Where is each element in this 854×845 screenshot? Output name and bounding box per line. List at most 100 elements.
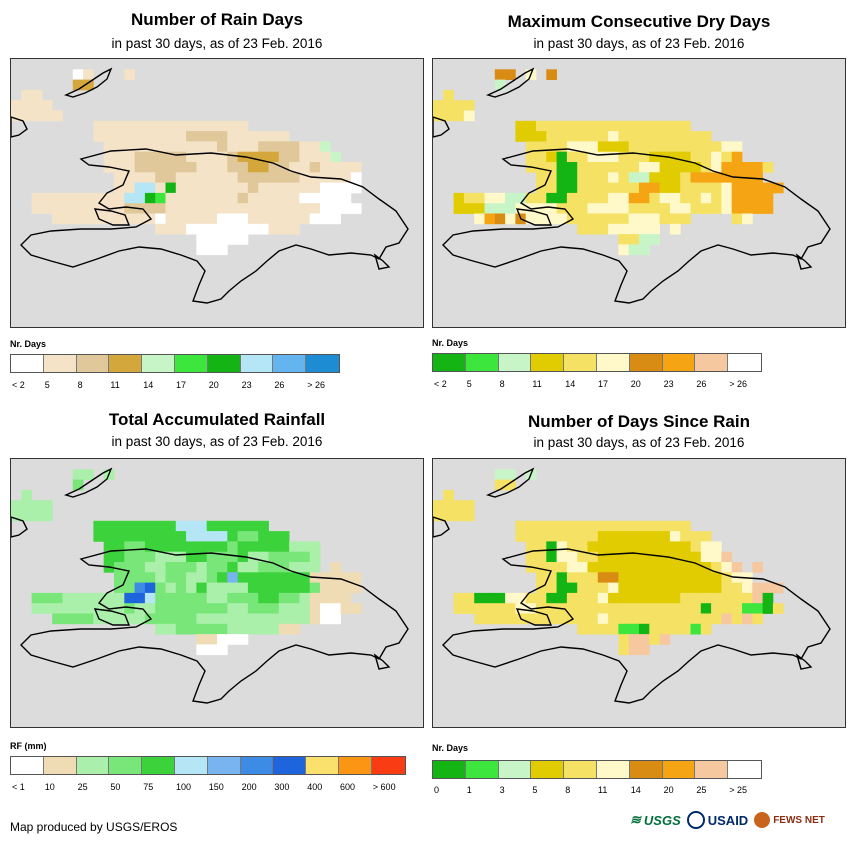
legend-swatch <box>207 355 241 372</box>
grid-cell <box>114 203 125 214</box>
grid-cell <box>175 531 187 542</box>
grid-cell <box>340 192 352 204</box>
grid-cell <box>566 551 578 563</box>
grid-cell <box>227 192 238 204</box>
grid-cell <box>556 182 568 194</box>
grid-cell <box>52 110 63 122</box>
grid-cell <box>114 613 125 625</box>
grid-cell <box>206 151 218 163</box>
grid-cell <box>659 623 671 635</box>
grid-cell <box>52 192 63 204</box>
grid-cell <box>639 613 650 625</box>
grid-cell <box>597 603 609 614</box>
grid-cell <box>639 572 650 583</box>
grid-cell <box>556 520 568 532</box>
grid-cell <box>515 120 527 132</box>
grid-cell <box>196 120 208 132</box>
grid-cell <box>155 603 166 614</box>
grid-cell <box>597 520 609 532</box>
grid-cell <box>309 592 321 604</box>
grid-cell <box>299 162 311 173</box>
grid-cell <box>165 592 177 604</box>
grid-cell <box>536 613 547 625</box>
grid-cell <box>41 500 53 511</box>
grid-cell <box>525 151 537 163</box>
grid-cell <box>680 131 691 142</box>
grid-cell <box>494 613 506 625</box>
grid-cell <box>165 531 177 542</box>
coast-outline <box>11 516 28 538</box>
grid-cell <box>597 592 609 604</box>
grid-cell <box>587 182 599 194</box>
grid-cell <box>659 203 671 214</box>
grid-cell <box>711 582 722 594</box>
grid-cell <box>31 100 43 111</box>
grid-cell <box>536 192 547 204</box>
grid-cell <box>196 603 208 614</box>
grid-cell <box>289 213 300 225</box>
legend-tick-label: 23 <box>663 379 674 389</box>
grid-cell <box>597 120 609 132</box>
grid-cell <box>680 623 691 635</box>
grid-cell <box>525 541 537 553</box>
grid-cell <box>597 562 609 573</box>
grid-cell <box>546 531 557 542</box>
grid-cell <box>237 592 249 604</box>
grid-cell <box>134 120 146 132</box>
grid-cell <box>536 520 547 532</box>
grid-cell <box>494 592 506 604</box>
legend-swatch <box>11 355 44 372</box>
legend-swatch <box>142 757 175 774</box>
legend-title: RF (mm) <box>10 741 47 751</box>
usgs-logo-text: USGS <box>643 812 681 828</box>
grid-cell <box>690 582 702 594</box>
grid-cell <box>186 562 197 573</box>
legend-tick-label: 14 <box>630 785 641 795</box>
panel-title: Total Accumulated Rainfall <box>108 410 326 429</box>
grid-cell <box>320 182 331 194</box>
grid-cell <box>577 520 588 532</box>
grid-cell <box>299 582 311 594</box>
grid-cell <box>21 110 32 122</box>
grid-cell <box>597 223 609 235</box>
grid-cell <box>680 592 691 604</box>
grid-cell <box>289 572 300 583</box>
grid-cell <box>31 89 43 101</box>
grid-cell <box>247 162 259 173</box>
grid-cell <box>114 572 125 583</box>
grid-cell <box>669 582 681 594</box>
legend-tick-label: 50 <box>110 782 121 792</box>
grid-cell <box>474 203 485 214</box>
grid-cell <box>114 162 125 173</box>
grid-cell <box>309 182 321 194</box>
grid-cell <box>618 582 630 594</box>
grid-cell <box>659 572 671 583</box>
grid-cell <box>443 500 454 511</box>
grid-cell <box>721 592 733 604</box>
grid-cell <box>587 572 599 583</box>
grid-cell <box>566 531 578 542</box>
grid-cell <box>83 592 94 604</box>
grid-cell <box>536 551 547 563</box>
grid-cell <box>711 151 722 163</box>
grid-cell <box>278 623 290 635</box>
grid-cell <box>237 603 249 614</box>
grid-cell <box>608 223 619 235</box>
grid-cell <box>144 120 156 132</box>
grid-cell <box>608 541 619 553</box>
grid-cell <box>289 541 300 553</box>
grid-cell <box>21 489 32 501</box>
grid-cell <box>608 151 619 163</box>
grid-cell <box>165 603 177 614</box>
grid-cell <box>206 562 218 573</box>
grid-cell <box>278 613 290 625</box>
legend-title: Nr. Days <box>432 338 469 348</box>
grid-cell <box>628 151 640 163</box>
grid-cell <box>587 203 599 214</box>
legend-swatch <box>662 761 696 778</box>
grid-cell <box>628 131 640 142</box>
grid-cell <box>752 592 763 604</box>
coast-outline <box>433 116 450 138</box>
grid-cell <box>546 213 557 225</box>
grid-cell <box>83 603 94 614</box>
